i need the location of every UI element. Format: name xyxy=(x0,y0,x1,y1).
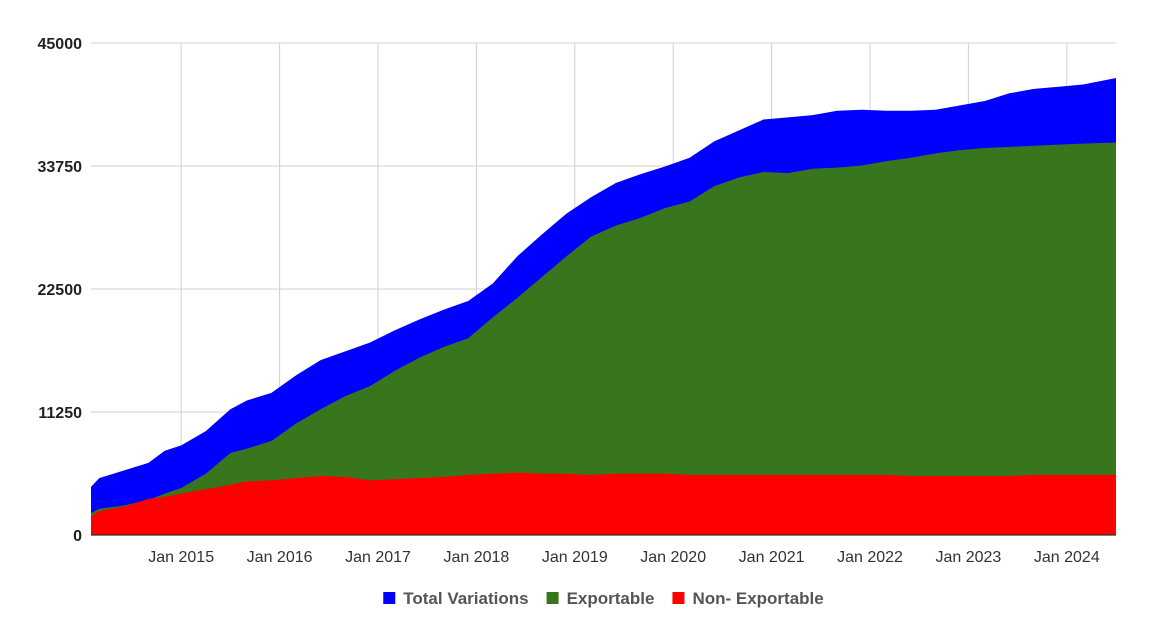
area-non-exportable xyxy=(91,472,1116,535)
x-tick-label: Jan 2023 xyxy=(935,549,1001,566)
y-tick-label: 22500 xyxy=(38,282,83,299)
legend-swatch xyxy=(672,592,685,604)
legend-label: Non- Exportable xyxy=(692,589,823,608)
x-tick-label: Jan 2019 xyxy=(542,549,608,566)
y-tick-label: 45000 xyxy=(38,36,83,53)
x-tick-label: Jan 2017 xyxy=(345,549,411,566)
legend-swatch xyxy=(546,592,559,604)
axes: 0 11250 22500 33750 45000 Jan 2015 Jan 2016 Jan… xyxy=(38,36,1116,566)
series-areas xyxy=(91,77,1116,536)
x-tick-label: Jan 2020 xyxy=(640,549,706,566)
x-tick-label: Jan 2016 xyxy=(247,549,313,566)
x-tick-label: Jan 2021 xyxy=(739,549,805,566)
x-tick-label: Jan 2015 xyxy=(148,549,214,566)
x-tick-label: Jan 2022 xyxy=(837,549,903,566)
y-tick-label: 33750 xyxy=(38,159,83,176)
legend-label: Total Variations xyxy=(403,589,528,608)
area-exportable xyxy=(91,142,1116,536)
legend-label: Exportable xyxy=(567,589,655,608)
x-tick-label: Jan 2024 xyxy=(1034,549,1100,566)
y-tick-label: 11250 xyxy=(38,405,82,422)
legend: Total Variations Exportable Non- Exportabl… xyxy=(383,589,824,608)
legend-swatch xyxy=(383,592,396,604)
y-tick-label: 0 xyxy=(73,528,82,545)
x-tick-label: Jan 2018 xyxy=(443,549,509,566)
